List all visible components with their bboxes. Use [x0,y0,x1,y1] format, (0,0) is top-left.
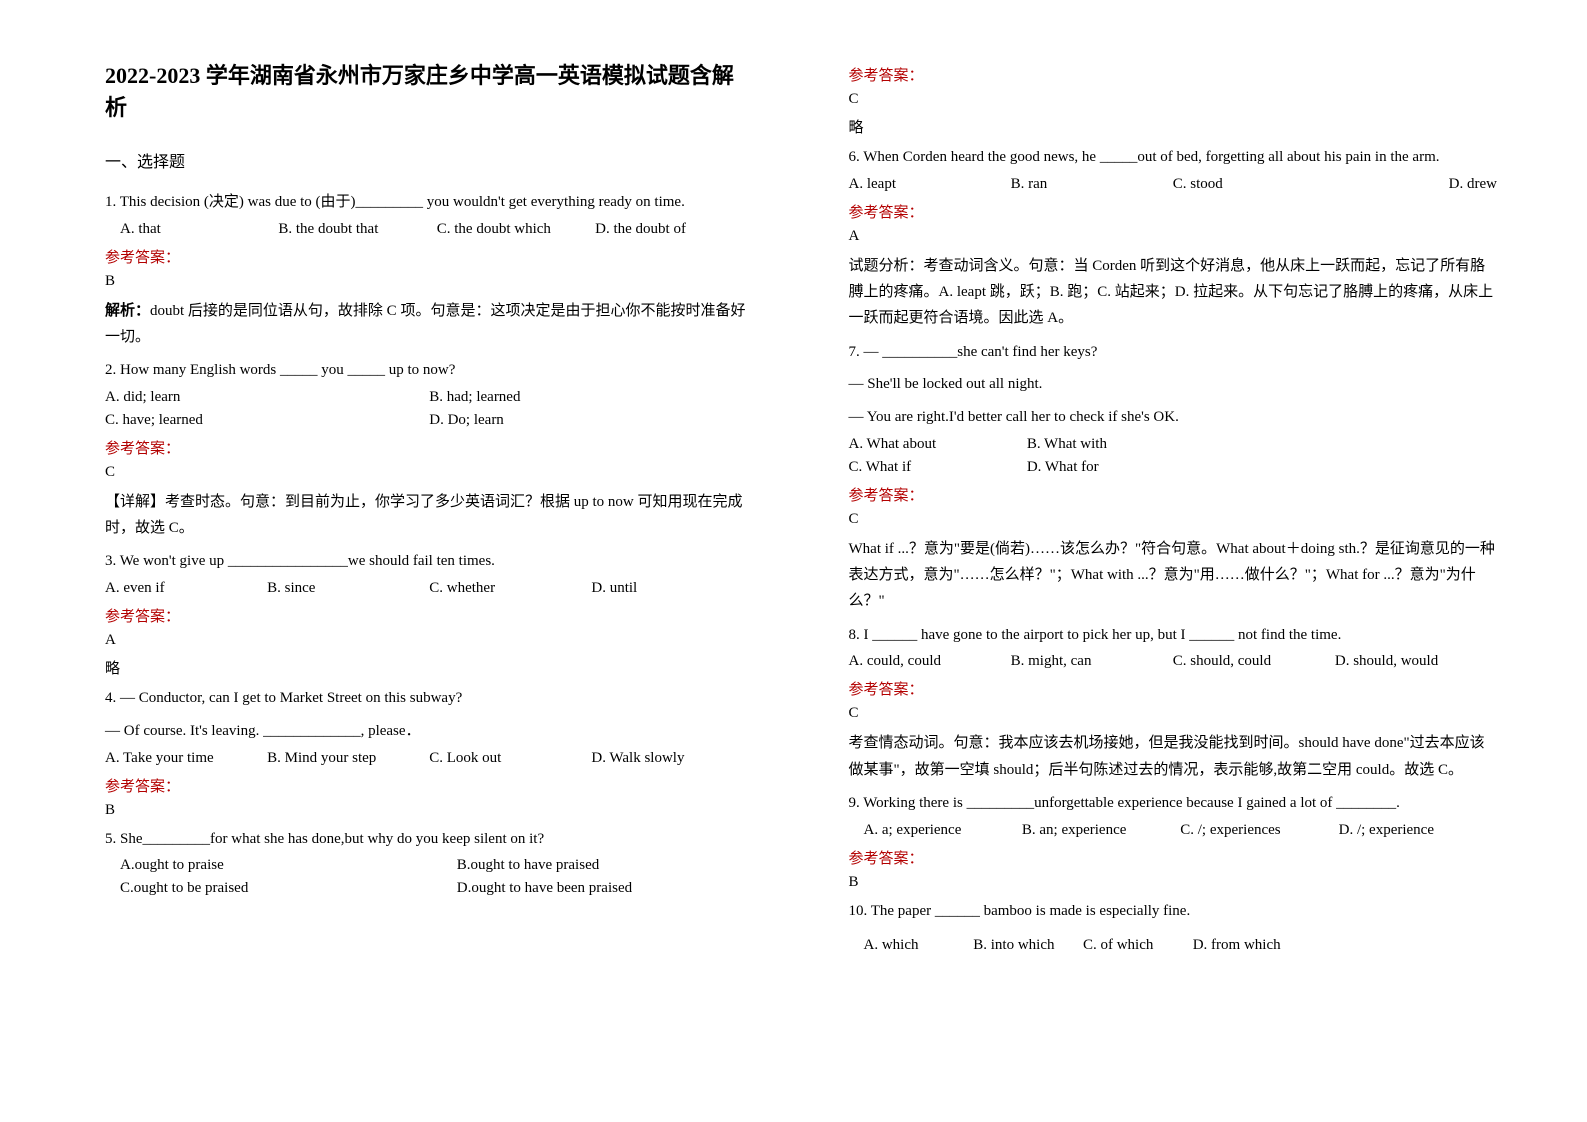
q7-stem-3: — You are right.I'd better call her to c… [849,405,1498,430]
q5-opt-c: C.ought to be praised [120,880,417,897]
q3-opt-d: D. until [591,580,753,597]
q1-options: A. that B. the doubt that C. the doubt w… [105,221,754,238]
q2-answer: C [105,464,754,481]
q5-answer: C [849,91,1498,108]
q6-answer: A [849,228,1498,245]
q2-explanation: 【详解】考查时态。句意：到目前为止，你学习了多少英语词汇？根据 up to no… [105,489,754,542]
q5-opt-d: D.ought to have been praised [457,880,754,897]
q9-answer: B [849,874,1498,891]
q6-explanation: 试题分析：考查动词含义。句意：当 Corden 听到这个好消息，他从床上一跃而起… [849,253,1498,332]
q1-opt-d: D. the doubt of [595,221,753,238]
q3-opt-c: C. whether [429,580,591,597]
q7-explanation: What if ...？意为"要是(倘若)……该怎么办？"符合句意。What a… [849,536,1498,615]
left-column: 2022-2023 学年湖南省永州市万家庄乡中学高一英语模拟试题含解析 一、选择… [105,60,754,1082]
q6-stem: 6. When Corden heard the good news, he _… [849,145,1498,170]
q7-opt-c: C. What if [849,459,1027,476]
q7-stem-2: — She'll be locked out all night. [849,372,1498,397]
q3-opt-a: A. even if [105,580,267,597]
q10-stem: 10. The paper ______ bamboo is made is e… [849,899,1498,924]
q9-opt-a: A. a; experience [864,822,1022,839]
section-heading: 一、选择题 [105,148,754,172]
q10-opt-d: D. from which [1193,937,1303,954]
q1-opt-c: C. the doubt which [437,221,595,238]
q7-answer: C [849,511,1498,528]
q4-stem-2: — Of course. It's leaving. _____________… [105,719,754,744]
q3-options: A. even if B. since C. whether D. until [105,580,754,597]
q10-opt-b: B. into which [973,937,1083,954]
q3-opt-b: B. since [267,580,429,597]
q4-opt-d: D. Walk slowly [591,750,753,767]
q3-ref-label: 参考答案： [105,605,754,626]
q5-opt-b: B.ought to have praised [457,857,754,874]
q1-opt-a: A. that [120,221,278,238]
q2-opt-a: A. did; learn [105,389,429,406]
q10-options: A. which B. into which C. of which D. fr… [849,937,1303,954]
q2-ref-label: 参考答案： [105,437,754,458]
q4-opt-b: B. Mind your step [267,750,429,767]
q8-opt-a: A. could, could [849,653,1011,670]
q5-ref-label: 参考答案： [849,64,1498,85]
q9-stem: 9. Working there is _________unforgettab… [849,791,1498,816]
q4-options: A. Take your time B. Mind your step C. L… [105,750,754,767]
q6-opt-a: A. leapt [849,176,1011,193]
q7-opt-b: B. What with [1027,436,1205,453]
q9-ref-label: 参考答案： [849,847,1498,868]
q10-opt-c: C. of which [1083,937,1193,954]
q1-opt-b: B. the doubt that [278,221,436,238]
q7-opt-a: A. What about [849,436,1027,453]
right-column: 参考答案： C 略 6. When Corden heard the good … [849,60,1498,1082]
q7-options: A. What about B. What with C. What if D.… [849,436,1206,476]
q1-stem: 1. This decision (决定) was due to (由于)___… [105,190,754,215]
q5-slight: 略 [849,116,1498,137]
q4-answer: B [105,802,754,819]
q1-ref-label: 参考答案： [105,246,754,267]
q3-stem: 3. We won't give up ________________we s… [105,549,754,574]
q5-opt-a: A.ought to praise [120,857,417,874]
q8-stem: 8. I ______ have gone to the airport to … [849,623,1498,648]
q9-options: A. a; experience B. an; experience C. /;… [849,822,1498,839]
q6-opt-c: C. stood [1173,176,1335,193]
q9-opt-c: C. /; experiences [1180,822,1338,839]
q8-ref-label: 参考答案： [849,678,1498,699]
q6-opt-d: D. drew [1335,176,1497,193]
q6-options: A. leapt B. ran C. stood D. drew [849,176,1498,193]
q9-opt-d: D. /; experience [1339,822,1497,839]
q7-opt-d: D. What for [1027,459,1205,476]
page-title: 2022-2023 学年湖南省永州市万家庄乡中学高一英语模拟试题含解析 [105,60,754,124]
q8-explanation: 考查情态动词。句意：我本应该去机场接她，但是我没能找到时间。should hav… [849,730,1498,783]
q4-ref-label: 参考答案： [105,775,754,796]
q8-opt-c: C. should, could [1173,653,1335,670]
q4-opt-a: A. Take your time [105,750,267,767]
q6-opt-b: B. ran [1011,176,1173,193]
q6-ref-label: 参考答案： [849,201,1498,222]
q1-explanation: 解析：doubt 后接的是同位语从句，故排除 C 项。句意是：这项决定是由于担心… [105,298,754,351]
q3-answer: A [105,632,754,649]
q2-opt-d: D. Do; learn [429,412,753,429]
q5-stem: 5. She_________for what she has done,but… [105,827,754,852]
q10-opt-a: A. which [864,937,974,954]
q7-stem-1: 7. — __________she can't find her keys? [849,340,1498,365]
q4-stem-1: 4. — Conductor, can I get to Market Stre… [105,686,754,711]
q2-stem: 2. How many English words _____ you ____… [105,358,754,383]
q1-expl-text: doubt 后接的是同位语从句，故排除 C 项。句意是：这项决定是由于担心你不能… [105,303,745,345]
q1-expl-prefix: 解析： [105,303,150,319]
q8-answer: C [849,705,1498,722]
q2-opt-c: C. have; learned [105,412,429,429]
q9-opt-b: B. an; experience [1022,822,1180,839]
q2-opt-b: B. had; learned [429,389,753,406]
q7-ref-label: 参考答案： [849,484,1498,505]
q5-options: A.ought to praise B.ought to have praise… [105,857,754,897]
q8-options: A. could, could B. might, can C. should,… [849,653,1498,670]
q3-slight: 略 [105,657,754,678]
q8-opt-b: B. might, can [1011,653,1173,670]
q4-opt-c: C. Look out [429,750,591,767]
q2-options: A. did; learn B. had; learned C. have; l… [105,389,754,429]
q1-answer: B [105,273,754,290]
q8-opt-d: D. should, would [1335,653,1497,670]
